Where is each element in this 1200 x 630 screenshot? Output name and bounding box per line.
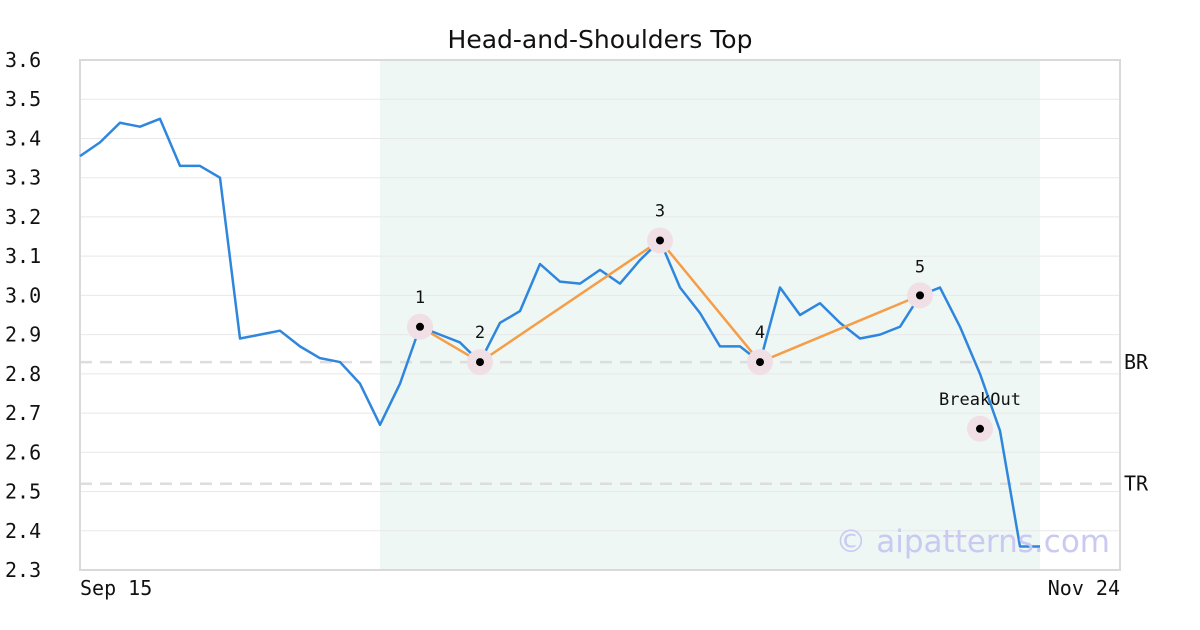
plot-frame (79, 59, 1121, 571)
reference-label-br: BR (1124, 350, 1149, 374)
y-tick-label-1: 2.4 (5, 519, 41, 543)
y-tick-label-3: 2.6 (5, 440, 41, 464)
y-tick-label-6: 2.9 (5, 323, 41, 347)
y-tick-label-7: 3.0 (5, 283, 41, 307)
pattern-point-label-2: 2 (475, 323, 485, 343)
price-line-layer (79, 117, 1040, 548)
x-tick-label-1: Nov 24 (1048, 576, 1120, 600)
watermark: © aipatterns.com (835, 524, 1110, 560)
reference-label-tr: TR (1124, 472, 1149, 496)
y-tick-label-0: 2.3 (5, 558, 41, 582)
pattern-point-4 (756, 358, 764, 367)
y-tick-label-9: 3.2 (5, 205, 41, 229)
y-tick-label-12: 3.5 (5, 87, 41, 111)
pattern-point-label-4: 4 (755, 323, 765, 343)
y-tick-label-10: 3.3 (5, 166, 41, 190)
pattern-point-2 (476, 358, 484, 367)
y-tick-label-5: 2.8 (5, 362, 41, 386)
pattern-markers: 1 2 3 4 5 BreakOut (407, 201, 1021, 442)
reference-lines: BR TR (80, 350, 1149, 496)
breakout-point (976, 424, 984, 433)
pattern-point-3 (656, 236, 664, 245)
y-axis-ticks: 2.3 2.4 2.5 2.6 2.7 2.8 2.9 3.0 3.1 3.2 3.3 3.4 3.5 3… (5, 48, 41, 582)
x-tick-label-0: Sep 15 (80, 576, 152, 600)
price-line (79, 117, 1040, 548)
y-tick-label-13: 3.6 (5, 48, 41, 72)
pattern-point-label-1: 1 (415, 288, 425, 308)
pattern-region (380, 60, 1040, 570)
chart-title: Head-and-Shoulders Top (448, 25, 753, 54)
pattern-point-1 (416, 322, 424, 331)
y-tick-label-8: 3.1 (5, 244, 41, 268)
pattern-point-5 (916, 291, 924, 300)
pattern-point-label-3: 3 (655, 201, 665, 221)
x-axis-ticks: Sep 15 Nov 24 (80, 576, 1120, 600)
y-tick-label-4: 2.7 (5, 401, 41, 425)
y-tick-label-2: 2.5 (5, 480, 41, 504)
pattern-point-label-5: 5 (915, 257, 925, 277)
pattern-region-layer (380, 60, 1040, 570)
breakout-label: BreakOut (939, 390, 1021, 410)
y-tick-label-11: 3.4 (5, 126, 41, 150)
